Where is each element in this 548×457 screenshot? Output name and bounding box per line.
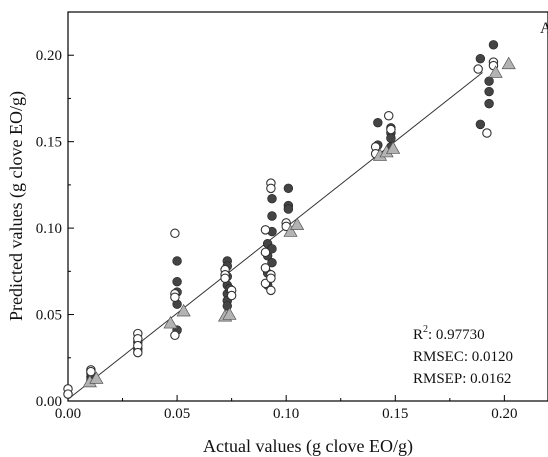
open-circle-point xyxy=(473,64,483,74)
x-tick-label: 0.00 xyxy=(55,406,81,422)
triangle-point xyxy=(501,56,516,70)
panel-label: A xyxy=(540,20,548,37)
open-circle-point xyxy=(86,366,96,377)
y-axis-title: Predicted values (g clove EO/g) xyxy=(6,91,27,321)
triangle-point xyxy=(385,141,401,154)
triangle-point xyxy=(89,371,104,384)
filled-circle-point xyxy=(267,211,277,221)
r-squared-stat: R2: 0.97730 xyxy=(413,324,485,343)
filled-circle-point xyxy=(172,256,182,266)
filled-circle-point xyxy=(386,133,396,143)
open-circle-point xyxy=(226,290,237,301)
filled-circle-point xyxy=(373,117,383,128)
x-tick-label: 0.15 xyxy=(382,406,408,422)
x-tick-label: 0.10 xyxy=(273,406,299,422)
triangle-point xyxy=(488,65,503,78)
triangle-point xyxy=(289,217,305,230)
filled-circle-point xyxy=(484,98,494,109)
filled-circle-point xyxy=(475,119,486,130)
r-squared-value: : 0.97730 xyxy=(428,327,485,343)
y-tick-label: 0.15 xyxy=(36,135,62,151)
open-circle-point xyxy=(260,263,271,273)
rmsec-stat: RMSEC: 0.0120 xyxy=(413,349,513,365)
open-circle-point xyxy=(386,124,396,135)
open-circle-point xyxy=(383,110,394,121)
rmsep-stat: RMSEP: 0.0162 xyxy=(413,371,511,387)
filled-circle-point xyxy=(267,257,277,268)
filled-circle-point xyxy=(283,183,294,194)
x-tick-label: 0.05 xyxy=(164,406,190,422)
open-circle-point xyxy=(482,128,492,138)
filled-circle-point xyxy=(172,277,182,287)
filled-circle-point xyxy=(484,76,494,86)
triangle-point xyxy=(283,224,298,237)
open-circle-point xyxy=(170,228,180,239)
open-circle-point xyxy=(170,292,180,303)
open-circle-point xyxy=(170,330,180,341)
open-circle-point xyxy=(266,183,276,194)
y-tick-label: 0.20 xyxy=(36,48,62,64)
filled-circle-point xyxy=(488,40,499,50)
y-tick-label: 0.10 xyxy=(36,221,62,237)
open-circle-point xyxy=(266,285,276,296)
triangle-point xyxy=(163,315,178,329)
plot-frame xyxy=(67,11,548,402)
triangle-point xyxy=(222,307,237,320)
open-circle-point xyxy=(133,347,143,358)
x-axis-title: Actual values (g clove EO/g) xyxy=(203,436,413,457)
triangle-point xyxy=(176,303,191,317)
filled-circle-point xyxy=(475,53,486,64)
data-points xyxy=(63,40,516,399)
filled-circle-point xyxy=(283,204,294,214)
open-circle-point xyxy=(220,273,230,283)
r-squared-label: R xyxy=(413,327,423,343)
filled-circle-point xyxy=(267,194,277,204)
open-circle-point xyxy=(260,225,271,235)
axis-ticks xyxy=(67,54,505,402)
x-tick-label: 0.20 xyxy=(491,406,517,422)
open-circle-point xyxy=(63,389,73,399)
y-tick-label: 0.05 xyxy=(36,308,62,324)
y-tick-label: 0.00 xyxy=(36,394,62,410)
open-circle-point xyxy=(260,247,271,258)
open-circle-point xyxy=(266,273,276,283)
y-tick-labels: 0.00 0.05 0.10 0.15 0.20 xyxy=(36,48,62,410)
r-squared-superscript: 2 xyxy=(423,324,428,335)
filled-circle-point xyxy=(484,86,494,97)
x-tick-labels: 0.00 0.05 0.10 0.15 0.20 xyxy=(55,406,518,422)
